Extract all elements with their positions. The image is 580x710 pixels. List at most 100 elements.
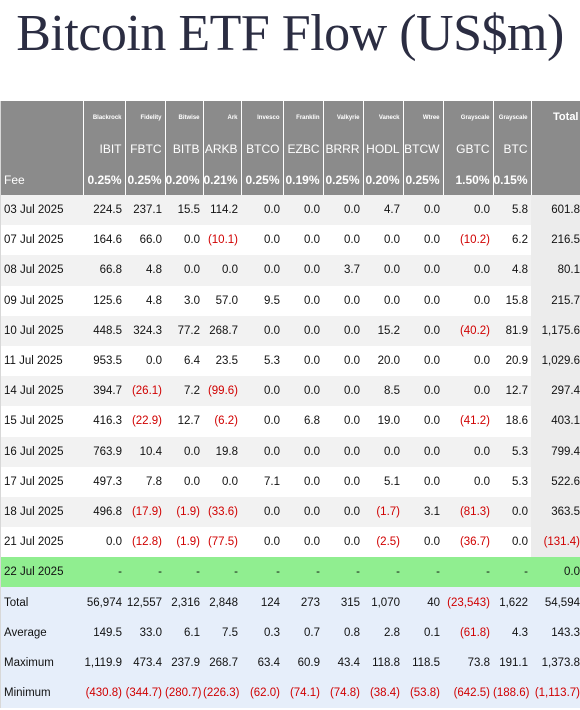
ticker-row: IBIT FBTC BITB ARKB BTCO EZBC BRRR HODL BTCW GBTC…: [1, 134, 580, 164]
row-total: 216.5: [531, 225, 580, 256]
issuer-header-btco: Invesco: [241, 101, 284, 134]
row-date: 16 Jul 2025: [1, 436, 83, 467]
flow-cell-btc: 12.7: [493, 376, 531, 407]
stats-cell-ezbc: 273: [283, 587, 323, 618]
flow-cell-btcw: 0.0: [403, 406, 443, 437]
flow-cell-bitb: 12.7: [165, 406, 203, 437]
flow-cell-btc: 5.3: [493, 436, 531, 467]
flow-cell-brrr: 0.0: [323, 376, 363, 407]
flow-cell-btco: 0.0: [241, 315, 283, 346]
stats-cell-btcw: 0.1: [403, 617, 443, 648]
flow-cell-ezbc: 0.0: [283, 195, 323, 226]
stats-cell-ezbc: 0.7: [283, 617, 323, 648]
flow-cell-hodl: 0.0: [363, 436, 403, 467]
ticker-header-btco: BTCO: [241, 134, 284, 164]
fee-btc: 0.15%: [493, 164, 532, 195]
row-date: 18 Jul 2025: [1, 496, 83, 528]
flow-cell-ibit: 416.3: [83, 406, 125, 437]
flow-cell-brrr: 0.0: [323, 285, 363, 316]
flow-cell-brrr: 0.0: [323, 466, 363, 497]
stats-total: 54,594: [531, 587, 580, 618]
flow-cell-btco: 0.0: [241, 406, 283, 437]
flow-cell-ibit: 763.9: [83, 436, 125, 467]
table-row: 08 Jul 2025 66.8 4.8 0.0 0.0 0.0 0.0 3.7 0.0 0.0 0…: [1, 255, 580, 286]
flow-cell-ezbc: 0.0: [283, 225, 323, 256]
flow-cell-ibit: 496.8: [83, 496, 125, 528]
stats-label: Minimum: [1, 678, 83, 709]
flow-cell-brrr: 0.0: [323, 345, 363, 377]
flow-cell-fbtc: 324.3: [125, 315, 165, 346]
flow-cell-arkb: 268.7: [203, 315, 241, 346]
flow-cell-btc: 18.6: [493, 406, 531, 437]
stats-cell-fbtc: (344.7): [125, 678, 165, 709]
stats-cell-gbtc: (23,543): [443, 587, 493, 618]
flow-cell-hodl: 5.1: [363, 466, 403, 497]
row-total: 1,175.6: [531, 315, 580, 346]
flow-cell-gbtc: (36.7): [443, 527, 493, 558]
flow-cell-btco: 0.0: [241, 225, 283, 256]
stats-cell-fbtc: 473.4: [125, 647, 165, 678]
flow-cell-fbtc: 10.4: [125, 436, 165, 467]
row-date: 21 Jul 2025: [1, 527, 83, 558]
row-date: 09 Jul 2025: [1, 285, 83, 316]
stats-label: Total: [1, 587, 83, 618]
flow-cell-gbtc: 0.0: [443, 376, 493, 407]
header-corner-ticker: [1, 134, 84, 164]
flow-cell-ibit: 953.5: [83, 345, 125, 377]
fee-btco: 0.25%: [241, 164, 284, 195]
row-date: 08 Jul 2025: [1, 255, 83, 286]
row-date: 11 Jul 2025: [1, 345, 83, 377]
stats-cell-gbtc: (61.8): [443, 617, 493, 648]
flow-cell-gbtc: (81.3): [443, 496, 493, 528]
flow-cell-fbtc: (26.1): [125, 376, 165, 407]
row-date: 10 Jul 2025: [1, 315, 83, 346]
flow-cell-ezbc: -: [283, 557, 323, 588]
flow-cell-gbtc: 0.0: [443, 345, 493, 377]
flow-cell-brrr: 0.0: [323, 225, 363, 256]
flow-cell-btco: 9.5: [241, 285, 283, 316]
ticker-header-btc: BTC: [493, 134, 532, 164]
stats-cell-ezbc: 60.9: [283, 647, 323, 678]
ticker-header-arkb: ARKB: [203, 134, 242, 164]
ticker-header-brrr: BRRR: [323, 134, 364, 164]
row-total: 799.4: [531, 436, 580, 467]
table-row: 22 Jul 2025- - - - - - - - - - -0.0: [1, 557, 580, 588]
fee-ibit: 0.25%: [83, 164, 126, 195]
flow-cell-arkb: 114.2: [203, 195, 241, 226]
flow-cell-btcw: 0.0: [403, 436, 443, 467]
flow-cell-ibit: 125.6: [83, 285, 125, 316]
flow-cell-fbtc: -: [125, 557, 165, 588]
row-total: 403.1: [531, 406, 580, 437]
flow-cell-btco: 0.0: [241, 255, 283, 286]
page-title: Bitcoin ETF Flow (US$m): [16, 5, 564, 62]
flow-cell-bitb: 0.0: [165, 466, 203, 497]
issuer-header-ezbc: Franklin: [283, 101, 324, 134]
flow-cell-fbtc: 4.8: [125, 255, 165, 286]
row-total: 601.8: [531, 195, 580, 226]
stats-cell-ibit: 56,974: [83, 587, 125, 618]
ticker-header-hodl: HODL: [363, 134, 404, 164]
ticker-header-bitb: BITB: [165, 134, 204, 164]
flow-cell-hodl: 0.0: [363, 225, 403, 256]
stats-cell-arkb: 268.7: [203, 647, 241, 678]
flow-cell-ibit: 497.3: [83, 466, 125, 497]
flow-cell-btcw: 0.0: [403, 255, 443, 286]
row-total: 215.7: [531, 285, 580, 316]
row-total: 1,029.6: [531, 345, 580, 377]
flow-cell-btco: 0.0: [241, 376, 283, 407]
row-total: 363.5: [531, 496, 580, 528]
stats-row-average: Average 149.5 33.0 6.1 7.5 0.3 0.7 0.8 2.8 0.1 (61…: [1, 617, 580, 648]
flow-cell-ibit: 66.8: [83, 255, 125, 286]
flow-cell-bitb: 3.0: [165, 285, 203, 316]
row-date: 03 Jul 2025: [1, 195, 83, 226]
issuer-header-btcw: Wtree: [403, 101, 444, 134]
issuer-header-fbtc: Fidelity: [125, 101, 166, 134]
flow-cell-ezbc: 0.0: [283, 527, 323, 558]
flow-cell-hodl: 19.0: [363, 406, 403, 437]
stats-cell-brrr: (74.8): [323, 678, 363, 709]
table-row: 09 Jul 2025 125.6 4.8 3.0 57.0 9.5 0.0 0.0 0.0 0.…: [1, 285, 580, 316]
flow-cell-bitb: 7.2: [165, 376, 203, 407]
flow-cell-arkb: (99.6): [203, 376, 241, 407]
flow-cell-ezbc: 6.8: [283, 406, 323, 437]
flow-cell-arkb: 0.0: [203, 255, 241, 286]
